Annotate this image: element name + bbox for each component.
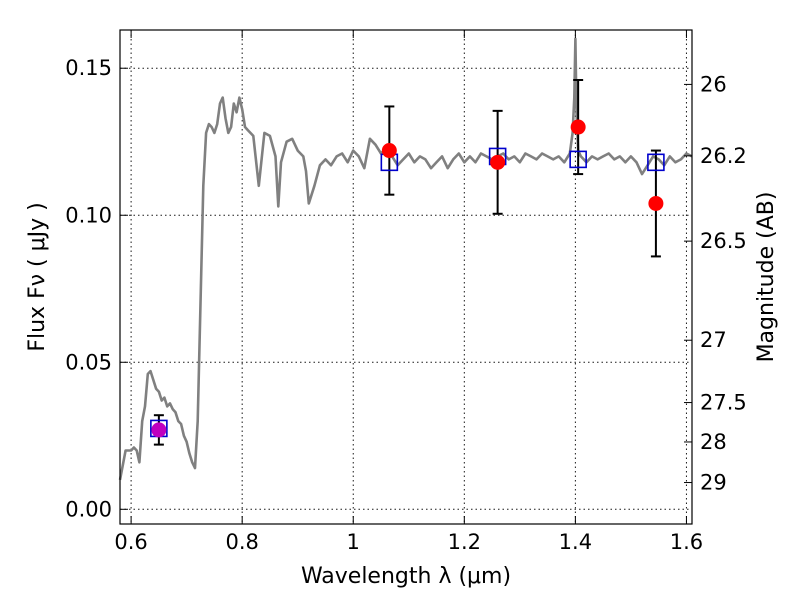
synthetic-photometry-square bbox=[647, 153, 665, 172]
x-tick-label: 1.2 bbox=[448, 530, 481, 554]
x-tick-label: 1.6 bbox=[670, 530, 703, 554]
y-tick-label: 0.05 bbox=[65, 350, 112, 374]
plot-area bbox=[118, 37, 693, 481]
observed-photometry-point bbox=[151, 422, 167, 438]
observed-photometry-point bbox=[381, 143, 397, 159]
y-tick-label: 0.10 bbox=[65, 203, 112, 227]
x-tick-label: 0.8 bbox=[225, 530, 258, 554]
tick-layer: 0.6 0.8 1 1.2 1.4 1.6 0.00 0.05 0.10 0.15 26 26.2 26… bbox=[65, 30, 747, 554]
plot-frame bbox=[119, 29, 693, 525]
x-axis-label: Wavelength λ (μm) bbox=[301, 564, 511, 589]
right-tick-label: 29 bbox=[700, 471, 727, 495]
observed-photometry-point bbox=[490, 154, 506, 170]
synthetic-photometry-square bbox=[569, 150, 587, 169]
right-tick-label: 27 bbox=[700, 328, 727, 352]
right-tick-label: 27.5 bbox=[700, 391, 747, 415]
x-tick-label: 1 bbox=[347, 530, 360, 554]
right-tick-label: 26.2 bbox=[700, 144, 747, 168]
right-tick-label: 26.5 bbox=[700, 229, 747, 253]
y-axis-label: Flux Fν ( μJy ) bbox=[25, 202, 50, 351]
observed-photometry-point bbox=[648, 195, 664, 211]
y-tick-label: 0.00 bbox=[65, 497, 112, 521]
right-axis-label: Magnitude (AB) bbox=[754, 192, 779, 363]
x-tick-label: 0.6 bbox=[114, 530, 147, 554]
x-tick-label: 1.4 bbox=[559, 530, 592, 554]
right-tick-label: 28 bbox=[700, 430, 727, 454]
y-tick-label: 0.15 bbox=[65, 56, 112, 80]
right-tick-label: 26 bbox=[700, 72, 727, 96]
observed-photometry-point bbox=[570, 119, 586, 135]
